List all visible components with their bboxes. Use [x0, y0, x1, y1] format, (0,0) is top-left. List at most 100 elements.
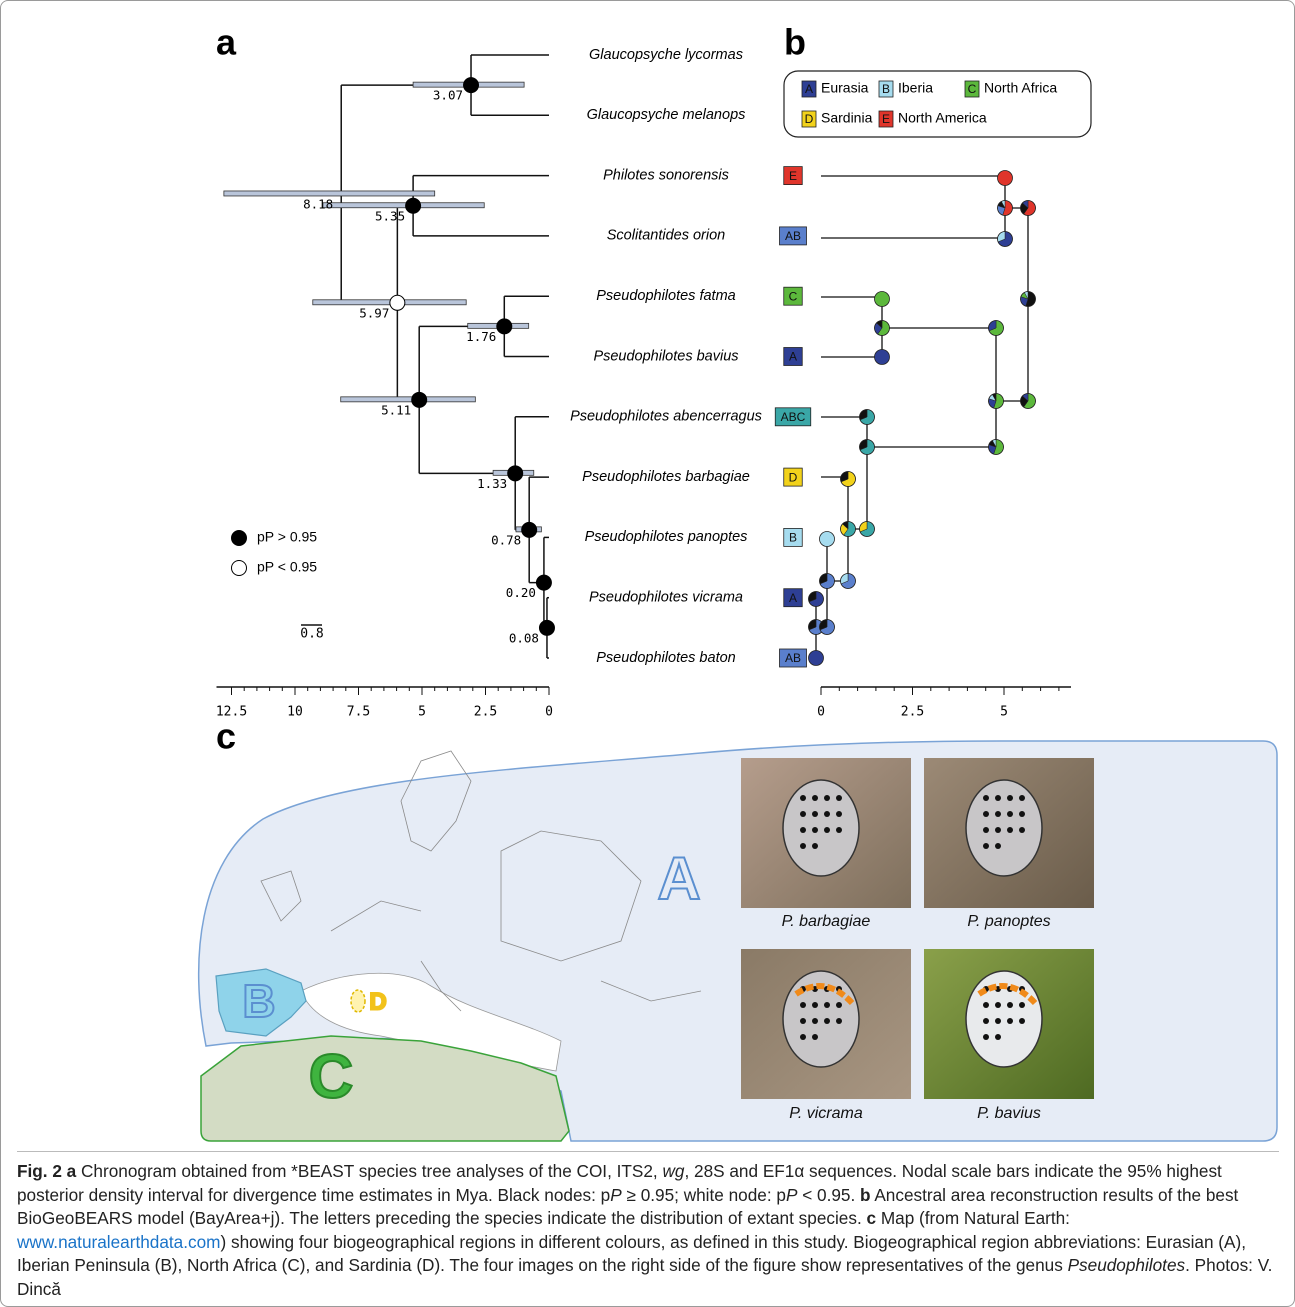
node-marker	[497, 319, 512, 334]
wing-spot	[836, 1018, 842, 1024]
wing-spot	[812, 1002, 818, 1008]
wing-spot	[836, 827, 842, 833]
legend-name: Iberia	[898, 80, 933, 96]
caption-text: b	[860, 1185, 871, 1205]
wing-spot	[824, 827, 830, 833]
species-name: Pseudophilotes abencerragus	[570, 409, 762, 425]
wing-spot	[983, 1018, 989, 1024]
wing-spot	[1007, 827, 1013, 833]
figure: a b c ABCDP. barbagiaeP. panoptesP. vicr…	[1, 1, 1294, 1151]
photo-caption: P. vicrama	[789, 1105, 863, 1122]
caption-text: Pseudophilotes	[1068, 1255, 1186, 1275]
node-age-label: 5.97	[359, 305, 389, 320]
wing-spot	[995, 1018, 1001, 1024]
tick-label: 0	[817, 705, 825, 720]
wing-spot	[995, 811, 1001, 817]
wing-spot	[983, 1034, 989, 1040]
area-pie	[875, 292, 890, 307]
area-code: B	[789, 531, 797, 545]
area-code: AB	[785, 229, 801, 243]
wing-spot	[824, 1002, 830, 1008]
wing-spot	[812, 1034, 818, 1040]
area-code: C	[789, 289, 798, 303]
region-letter: D	[369, 988, 386, 1015]
species-name: Pseudophilotes baton	[596, 650, 735, 666]
wing-spot	[983, 795, 989, 801]
legend-marker	[232, 561, 247, 576]
node-marker	[464, 78, 479, 93]
legend-label: pP > 0.95	[257, 529, 317, 545]
wing-spot	[836, 811, 842, 817]
region-letter: B	[242, 975, 275, 1027]
wing-spot	[1007, 811, 1013, 817]
area-code: A	[789, 591, 797, 605]
species-name: Glaucopsyche lycormas	[589, 47, 743, 63]
species-name: Pseudophilotes bavius	[593, 348, 738, 364]
wing-spot	[983, 843, 989, 849]
node-marker	[536, 575, 551, 590]
caption-text: < 0.95.	[797, 1185, 860, 1205]
wing-spot	[1019, 1018, 1025, 1024]
panel-label: a	[216, 22, 237, 63]
caption-link[interactable]: www.naturalearthdata.com	[17, 1232, 221, 1252]
tick-label: 7.5	[347, 705, 370, 720]
butterfly-wing	[966, 780, 1042, 876]
species-name: Pseudophilotes fatma	[596, 288, 735, 304]
map: ABCDP. barbagiaeP. panoptesP. vicramaP. …	[199, 741, 1277, 1141]
wing-spot	[1019, 811, 1025, 817]
legend-code: B	[882, 82, 890, 96]
wing-spot	[1007, 795, 1013, 801]
wing-spot	[995, 795, 1001, 801]
photo-caption: P. panoptes	[967, 913, 1050, 930]
wing-spot	[995, 843, 1001, 849]
wing-spot	[812, 811, 818, 817]
figure-page: a b c ABCDP. barbagiaeP. panoptesP. vicr…	[0, 0, 1295, 1307]
legend-name: North Africa	[984, 80, 1057, 96]
species-name: Pseudophilotes barbagiae	[582, 469, 750, 485]
tick-label: 5	[1000, 705, 1008, 720]
wing-spot	[812, 827, 818, 833]
wing-spot	[1007, 1002, 1013, 1008]
caption-text: P	[610, 1185, 621, 1205]
area-pie	[998, 171, 1013, 186]
region-letter: C	[309, 1042, 354, 1111]
node-age-label: 0.20	[506, 585, 536, 600]
area-code: D	[789, 470, 798, 484]
photo-caption: P. bavius	[977, 1105, 1041, 1122]
photo-caption: P. barbagiae	[782, 913, 871, 930]
wing-spot	[824, 795, 830, 801]
caption-text: Chronogram obtained from *BEAST species …	[76, 1161, 662, 1181]
wing-spot	[1019, 1002, 1025, 1008]
hpd-bar	[224, 191, 435, 196]
butterfly	[783, 971, 859, 1067]
wing-spot	[812, 795, 818, 801]
species-name: Pseudophilotes vicrama	[589, 590, 743, 606]
node-marker	[539, 620, 554, 635]
wing-spot	[800, 811, 806, 817]
wing-spot	[836, 795, 842, 801]
caption-text: wg	[662, 1161, 684, 1181]
wing-spot	[995, 1034, 1001, 1040]
node-marker	[406, 198, 421, 213]
legend-name: North America	[898, 110, 987, 126]
tick-label: 0	[545, 705, 553, 720]
wing-spot	[824, 1018, 830, 1024]
caption-text: ≥ 0.95; white node: p	[622, 1185, 786, 1205]
wing-spot	[800, 827, 806, 833]
tick-label: 5	[418, 705, 426, 720]
butterfly	[966, 971, 1042, 1067]
legend-marker	[232, 531, 247, 546]
wing-spot	[1019, 827, 1025, 833]
butterfly-wing	[783, 780, 859, 876]
area-code: AB	[785, 651, 801, 665]
hpd-bar	[323, 203, 484, 208]
node-age-label: 0.78	[491, 532, 521, 547]
node-age-label: 5.35	[375, 208, 405, 223]
node-age-label: 8.18	[303, 196, 333, 211]
node-age-label: 1.76	[466, 329, 496, 344]
wing-spot	[824, 811, 830, 817]
node-marker	[522, 522, 537, 537]
wing-spot	[995, 1002, 1001, 1008]
wing-spot	[812, 1018, 818, 1024]
area-pie	[820, 532, 835, 547]
